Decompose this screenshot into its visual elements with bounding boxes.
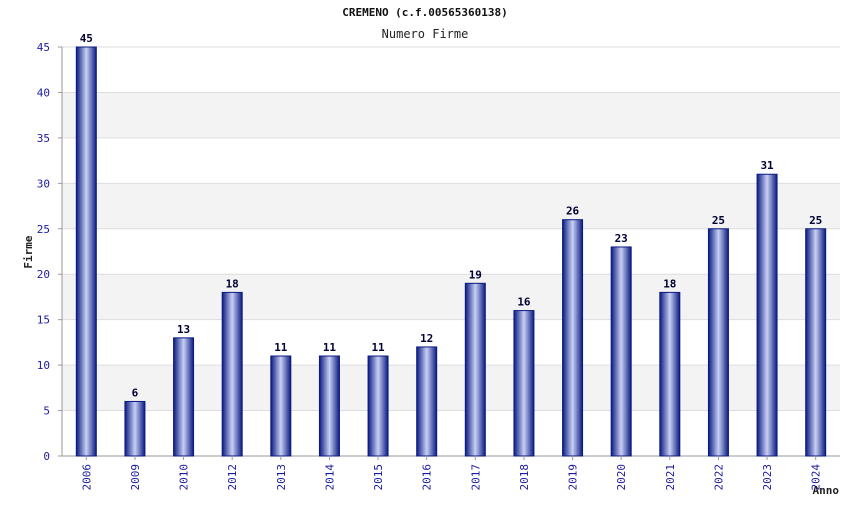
x-tick-label-2024: 2024	[810, 464, 823, 491]
y-tick-label: 30	[37, 177, 50, 190]
x-tick-label-2009: 2009	[129, 464, 142, 491]
y-tick-label: 10	[37, 359, 50, 372]
y-tick-label: 45	[37, 41, 50, 54]
data-label-2006: 45	[80, 32, 93, 45]
x-tick-label-2023: 2023	[761, 464, 774, 491]
bar-2013	[270, 355, 292, 457]
y-tick-labels: 0 5 10 15 20 25 30 35 40 45	[37, 41, 62, 463]
data-label-2020: 23	[615, 232, 628, 245]
y-tick-label: 40	[37, 86, 50, 99]
data-label-2019: 26	[566, 205, 580, 218]
data-labels: 45 6 13 18 11 11 11 12 19 16 26 23 18 25 31 25	[80, 32, 823, 399]
data-label-2010: 13	[177, 323, 190, 336]
x-tick-label-2006: 2006	[80, 464, 93, 491]
data-label-2015: 11	[371, 341, 385, 354]
y-tick-label: 5	[43, 405, 50, 418]
x-tick-label-2018: 2018	[518, 464, 531, 491]
x-tick-label-2020: 2020	[615, 464, 628, 491]
y-tick-label: 20	[37, 268, 50, 281]
data-label-2018: 16	[517, 296, 531, 309]
bar-2021	[659, 291, 681, 457]
grid-band	[62, 92, 840, 138]
y-tick-label: 15	[37, 314, 50, 327]
bar-2022	[707, 228, 729, 457]
data-label-2012: 18	[226, 277, 239, 290]
y-tick-label: 0	[43, 450, 50, 463]
chart-title: CREMENO (c.f.00565360138)	[342, 6, 508, 19]
data-label-2024: 25	[809, 214, 822, 227]
x-tick-label-2014: 2014	[323, 464, 336, 491]
x-tick-label-2013: 2013	[275, 464, 288, 491]
bar-2017	[464, 282, 486, 457]
y-axis-label: Firme	[22, 235, 35, 268]
bar-2010	[173, 337, 195, 457]
data-label-2017: 19	[469, 268, 482, 281]
x-tick-label-2015: 2015	[372, 464, 385, 491]
x-tick-label-2019: 2019	[567, 464, 580, 491]
bar-2020	[610, 246, 632, 457]
grid-band	[62, 183, 840, 229]
bar-2018	[513, 310, 535, 457]
data-label-2021: 18	[663, 277, 676, 290]
x-tick-label-2012: 2012	[226, 464, 239, 491]
bar-2014	[318, 355, 340, 457]
data-label-2009: 6	[132, 386, 139, 399]
data-label-2013: 11	[274, 341, 288, 354]
x-tick-label-2021: 2021	[664, 464, 677, 491]
bar-2015	[367, 355, 389, 457]
bar-2023	[756, 173, 778, 457]
data-label-2014: 11	[323, 341, 337, 354]
x-tick-label-2022: 2022	[712, 464, 725, 491]
bar-2024	[805, 228, 827, 457]
x-tick-label-2017: 2017	[469, 464, 482, 491]
data-label-2022: 25	[712, 214, 725, 227]
bars	[75, 46, 827, 457]
x-tick-labels: 2006 2009 2010 2012 2013 2014 2015 2016 2017 2018…	[80, 456, 823, 491]
data-label-2023: 31	[760, 159, 774, 172]
bar-2012	[221, 291, 243, 457]
bar-2016	[416, 346, 438, 457]
bar-2006	[75, 46, 97, 457]
x-axis-label: Anno	[813, 484, 840, 497]
bar-2019	[562, 219, 584, 457]
x-tick-label-2016: 2016	[421, 464, 434, 491]
x-tick-label-2010: 2010	[178, 464, 191, 491]
bar-2009	[124, 400, 146, 457]
y-tick-label: 35	[37, 132, 50, 145]
data-label-2016: 12	[420, 332, 433, 345]
chart-subtitle: Numero Firme	[382, 27, 469, 41]
y-tick-label: 25	[37, 223, 50, 236]
